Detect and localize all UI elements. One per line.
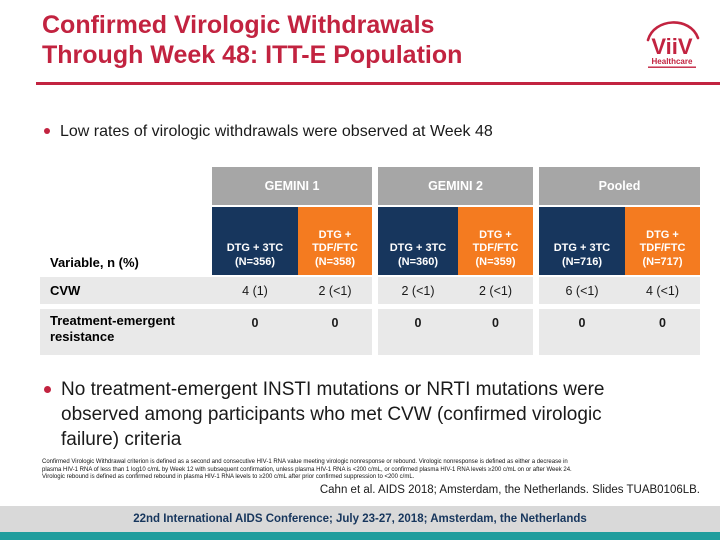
cvw-value-pooled-dtg3tc: 6 (<1) xyxy=(539,277,625,304)
cvw-value-pooled-dtgtdfftc: 4 (<1) xyxy=(625,277,700,304)
footnote-line2: plasma HIV-1 RNA of less than 1 log10 c/… xyxy=(42,466,572,473)
column-n: (N=716) xyxy=(561,255,603,268)
footnote-line3: Virologic rebound is defined as confirme… xyxy=(42,474,415,480)
footer-bar: 22nd International AIDS Conference; July… xyxy=(0,506,720,532)
results-table: GEMINI 1 GEMINI 2 Pooled Variable, n (%)… xyxy=(40,167,700,355)
column-n: (N=359) xyxy=(475,255,516,268)
column-header-g1-dtgtdfftc: DTG + TDF/FTC (N=358) xyxy=(298,207,372,275)
column-drug: DTG + 3TC xyxy=(553,242,611,254)
footnote: Confirmed Virologic Withdrawal criterion… xyxy=(42,459,698,482)
column-header-g1-dtg3tc: DTG + 3TC (N=356) xyxy=(212,207,298,275)
slide-title: Confirmed Virologic Withdrawals Through … xyxy=(42,10,602,70)
cvw-value-g1-dtgtdfftc: 2 (<1) xyxy=(298,277,372,304)
column-header-g2-dtg3tc: DTG + 3TC (N=360) xyxy=(378,207,458,275)
footnote-line1: Confirmed Virologic Withdrawal criterion… xyxy=(42,459,568,465)
column-drug: DTG + 3TC xyxy=(226,242,284,254)
footer-conference-text: 22nd International AIDS Conference; July… xyxy=(133,513,587,525)
column-n: (N=717) xyxy=(642,255,683,268)
bullet-low-rates: Low rates of virologic withdrawals were … xyxy=(44,121,664,142)
resistance-value-pooled-dtgtdfftc: 0 xyxy=(625,309,700,355)
resistance-value-g2-dtg3tc: 0 xyxy=(378,309,458,355)
column-drug: DTG + TDF/FTC xyxy=(639,228,686,255)
bullet-low-rates-text: Low rates of virologic withdrawals were … xyxy=(60,123,493,140)
column-drug: DTG + TDF/FTC xyxy=(472,228,519,255)
cvw-value-g2-dtgtdfftc: 2 (<1) xyxy=(458,277,533,304)
viiv-logo-graphic: ViiV Healthcare xyxy=(646,21,700,68)
slide-title-line1: Confirmed Virologic Withdrawals xyxy=(42,11,435,39)
bullet-no-mutations: No treatment-emergent INSTI mutations or… xyxy=(44,377,654,452)
column-header-g2-dtgtdfftc: DTG + TDF/FTC (N=359) xyxy=(458,207,533,275)
resistance-value-g1-dtgtdfftc: 0 xyxy=(298,309,372,355)
logo-underline xyxy=(648,66,696,68)
logo-arc xyxy=(646,21,700,42)
resistance-value-g2-dtgtdfftc: 0 xyxy=(458,309,533,355)
citation: Cahn et al. AIDS 2018; Amsterdam, the Ne… xyxy=(319,484,700,496)
column-header-pooled-dtgtdfftc: DTG + TDF/FTC (N=717) xyxy=(625,207,700,275)
bottom-accent-strip xyxy=(0,532,720,540)
logo-subtext: Healthcare xyxy=(652,57,693,66)
resistance-value-pooled-dtg3tc: 0 xyxy=(539,309,625,355)
column-n: (N=360) xyxy=(397,255,439,268)
column-drug: DTG + TDF/FTC xyxy=(312,228,358,255)
row-header-variable: Variable, n (%) xyxy=(50,255,139,270)
table-row-label-resistance: Treatment-emergent resistance xyxy=(40,309,212,355)
table-row-label-cvw: CVW xyxy=(40,277,212,304)
title-underline-rule xyxy=(36,82,720,85)
bullet-no-mutations-text: No treatment-emergent INSTI mutations or… xyxy=(61,379,605,450)
cvw-value-g2-dtg3tc: 2 (<1) xyxy=(378,277,458,304)
viiv-healthcare-logo: ViiV Healthcare xyxy=(638,12,708,74)
cvw-value-g1-dtg3tc: 4 (1) xyxy=(212,277,298,304)
column-header-pooled-dtg3tc: DTG + 3TC (N=716) xyxy=(539,207,625,275)
logo-wordmark: ViiV xyxy=(651,34,693,59)
slide-title-line2: Through Week 48: ITT-E Population xyxy=(42,41,463,69)
group-header-gemini2: GEMINI 2 xyxy=(378,167,533,205)
column-drug: DTG + 3TC xyxy=(389,242,447,254)
group-header-pooled: Pooled xyxy=(539,167,700,205)
bullet-dot-icon xyxy=(44,128,50,134)
bullet-dot-icon xyxy=(44,386,51,393)
group-header-gemini1: GEMINI 1 xyxy=(212,167,372,205)
column-n: (N=356) xyxy=(234,255,276,268)
column-n: (N=358) xyxy=(314,255,356,268)
resistance-value-g1-dtg3tc: 0 xyxy=(212,309,298,355)
